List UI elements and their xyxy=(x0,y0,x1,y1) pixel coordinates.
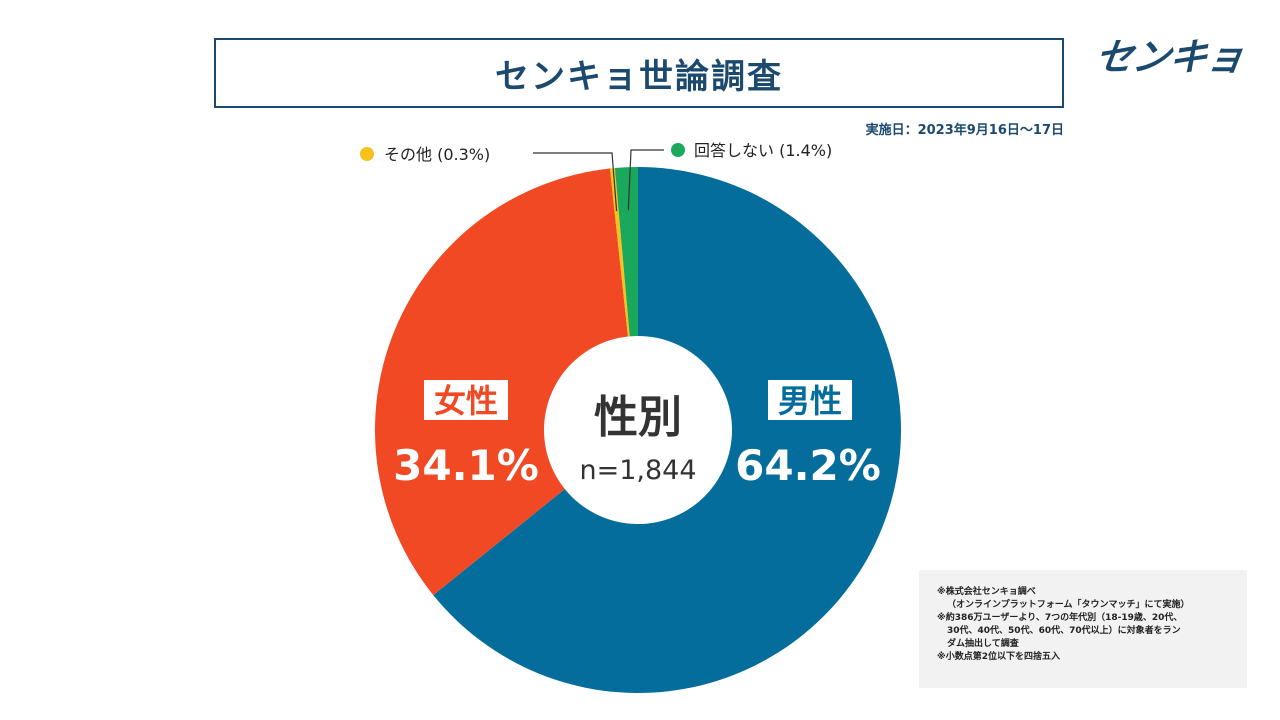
female-percent: 34.1% xyxy=(393,441,539,490)
center-hole xyxy=(544,336,732,524)
chart-title: 性別 xyxy=(594,392,682,443)
no-answer-legend-dot xyxy=(671,143,685,157)
note-line: ※株式会社センキョ調べ xyxy=(937,587,1036,597)
note-line: （オンラインプラットフォーム「タウンマッチ」にて実施） xyxy=(947,600,1190,610)
other-legend-dot xyxy=(360,147,374,161)
page-title: センキョ世論調査 xyxy=(214,38,1064,108)
survey-date: 実施日：2023年9月16日～17日 xyxy=(865,123,1064,138)
other-leader-line xyxy=(533,152,618,212)
male-label-bg xyxy=(768,380,852,420)
note-line: ダム抽出して調査 xyxy=(947,639,1019,649)
note-line: ※小数点第2位以下を四捨五入 xyxy=(937,652,1061,662)
female-label: 女性 xyxy=(434,382,498,420)
footnote-box: ※株式会社センキョ調べ （オンラインプラットフォーム「タウンマッチ」にて実施） … xyxy=(919,570,1247,688)
chart-sample-size: n=1,844 xyxy=(579,455,696,486)
note-line: 30代、40代、50代、60代、70代以上）に対象者をラン xyxy=(947,626,1181,636)
no-answer-leader-line xyxy=(627,149,664,211)
male-percent: 64.2% xyxy=(735,441,881,490)
other-label: その他 (0.3%) xyxy=(384,145,490,164)
male-label: 男性 xyxy=(778,382,842,420)
female-label-bg xyxy=(424,380,508,420)
no-answer-label: 回答しない (1.4%) xyxy=(694,141,832,160)
note-line: ※約386万ユーザーより、7つの年代別（18-19歳、20代、 xyxy=(937,613,1183,623)
